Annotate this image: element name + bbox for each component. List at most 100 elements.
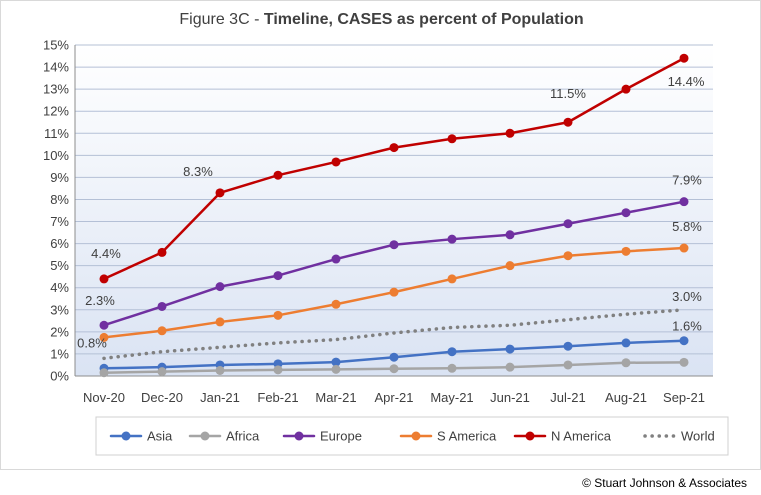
data-point-s-america (621, 246, 631, 256)
data-label: 4.4% (91, 246, 121, 261)
data-point-n-america (389, 143, 399, 153)
data-label: 1.6% (672, 319, 702, 334)
y-tick-label: 0% (50, 369, 69, 384)
data-point-europe (505, 230, 515, 240)
data-point-asia (505, 344, 515, 354)
y-tick-label: 9% (50, 170, 69, 185)
data-label: 14.4% (668, 74, 705, 89)
data-point-asia (621, 338, 631, 348)
data-label: 8.3% (183, 164, 213, 179)
y-tick-label: 6% (50, 236, 69, 251)
line-chart: 0% 1% 2% 3% 4% 5% 6% 7% 8% 9% 10% 11% 12% 13% 14% 15% No… (43, 38, 729, 456)
data-point-europe (447, 234, 457, 244)
data-point-africa (331, 364, 341, 374)
data-point-n-america (505, 128, 515, 138)
y-tick-label: 2% (50, 324, 69, 339)
data-point-s-america (505, 261, 515, 271)
y-tick-label: 4% (50, 280, 69, 295)
x-tick-label: Aug-21 (605, 390, 647, 405)
x-tick-label: Jun-21 (490, 390, 530, 405)
data-point-s-america (679, 243, 689, 253)
data-point-s-america (389, 287, 399, 297)
data-point-europe (157, 301, 167, 311)
legend-marker-africa (200, 431, 210, 441)
legend-label-s-america: S America (437, 429, 497, 444)
copyright-text: © Stuart Johnson & Associates (582, 476, 747, 490)
chart-title: Figure 3C - Timeline, CASES as percent o… (1, 11, 761, 29)
y-tick-label: 14% (43, 60, 69, 75)
legend-marker-s-america (411, 431, 421, 441)
chart-title-prefix: Figure 3C - (179, 11, 264, 28)
data-point-africa (273, 365, 283, 375)
legend-label-world: World (681, 429, 715, 444)
x-tick-label: Jul-21 (550, 390, 585, 405)
data-point-africa (563, 360, 573, 370)
legend-label-europe: Europe (320, 429, 362, 444)
x-tick-label: Jan-21 (200, 390, 240, 405)
x-tick-label: May-21 (430, 390, 473, 405)
data-point-europe (99, 320, 109, 330)
y-tick-label: 13% (43, 82, 69, 97)
data-label: 5.8% (672, 219, 702, 234)
data-point-s-america (99, 332, 109, 342)
x-tick-label: Apr-21 (374, 390, 413, 405)
chart-frame: Figure 3C - Timeline, CASES as percent o… (0, 0, 761, 470)
y-tick-label: 10% (43, 148, 69, 163)
data-point-europe (621, 208, 631, 218)
data-point-asia (679, 336, 689, 346)
data-point-asia (331, 357, 341, 367)
data-point-europe (215, 282, 225, 292)
legend-label-africa: Africa (226, 429, 260, 444)
y-tick-label: 3% (50, 302, 69, 317)
data-point-s-america (215, 317, 225, 327)
data-point-s-america (447, 274, 457, 284)
y-tick-label: 7% (50, 214, 69, 229)
data-point-africa (157, 367, 167, 377)
chart-title-main: Timeline, CASES as percent of Population (263, 11, 584, 28)
y-tick-label: 11% (44, 126, 69, 141)
x-tick-label: Mar-21 (315, 390, 356, 405)
data-point-n-america (447, 134, 457, 144)
data-point-n-america (215, 188, 225, 198)
data-point-n-america (331, 157, 341, 167)
data-point-africa (679, 357, 689, 367)
data-point-s-america (563, 251, 573, 261)
data-point-n-america (621, 84, 631, 94)
data-point-africa (621, 358, 631, 368)
data-point-n-america (273, 170, 283, 180)
data-point-n-america (563, 117, 573, 127)
data-point-europe (273, 271, 283, 281)
data-point-europe (331, 254, 341, 264)
data-point-africa (99, 368, 109, 378)
data-point-africa (215, 365, 225, 375)
x-tick-label: Sep-21 (663, 390, 705, 405)
data-point-africa (447, 363, 457, 373)
data-point-n-america (679, 53, 689, 63)
data-point-europe (563, 219, 573, 229)
data-point-s-america (331, 299, 341, 309)
data-label: 11.5% (550, 86, 586, 101)
y-tick-label: 15% (43, 38, 69, 53)
data-point-n-america (99, 274, 109, 284)
data-label: 2.3% (85, 293, 115, 308)
x-tick-label: Nov-20 (83, 390, 125, 405)
y-tick-label: 12% (43, 104, 69, 119)
legend-label-asia: Asia (147, 429, 173, 444)
data-point-europe (389, 240, 399, 250)
y-tick-label: 8% (50, 192, 69, 207)
data-point-europe (679, 197, 689, 207)
data-point-s-america (273, 310, 283, 320)
y-tick-label: 5% (50, 258, 69, 273)
data-label: 3.0% (672, 289, 702, 304)
y-tick-label: 1% (50, 346, 69, 361)
x-tick-label: Feb-21 (257, 390, 298, 405)
legend-marker-n-america (525, 431, 535, 441)
data-point-africa (389, 364, 399, 374)
data-label: 7.9% (672, 173, 702, 188)
legend-marker-asia (121, 431, 131, 441)
data-label: 0.8% (77, 335, 107, 350)
data-point-s-america (157, 326, 167, 336)
data-point-asia (563, 341, 573, 351)
series-line-world (102, 308, 686, 361)
data-point-africa (505, 362, 515, 372)
